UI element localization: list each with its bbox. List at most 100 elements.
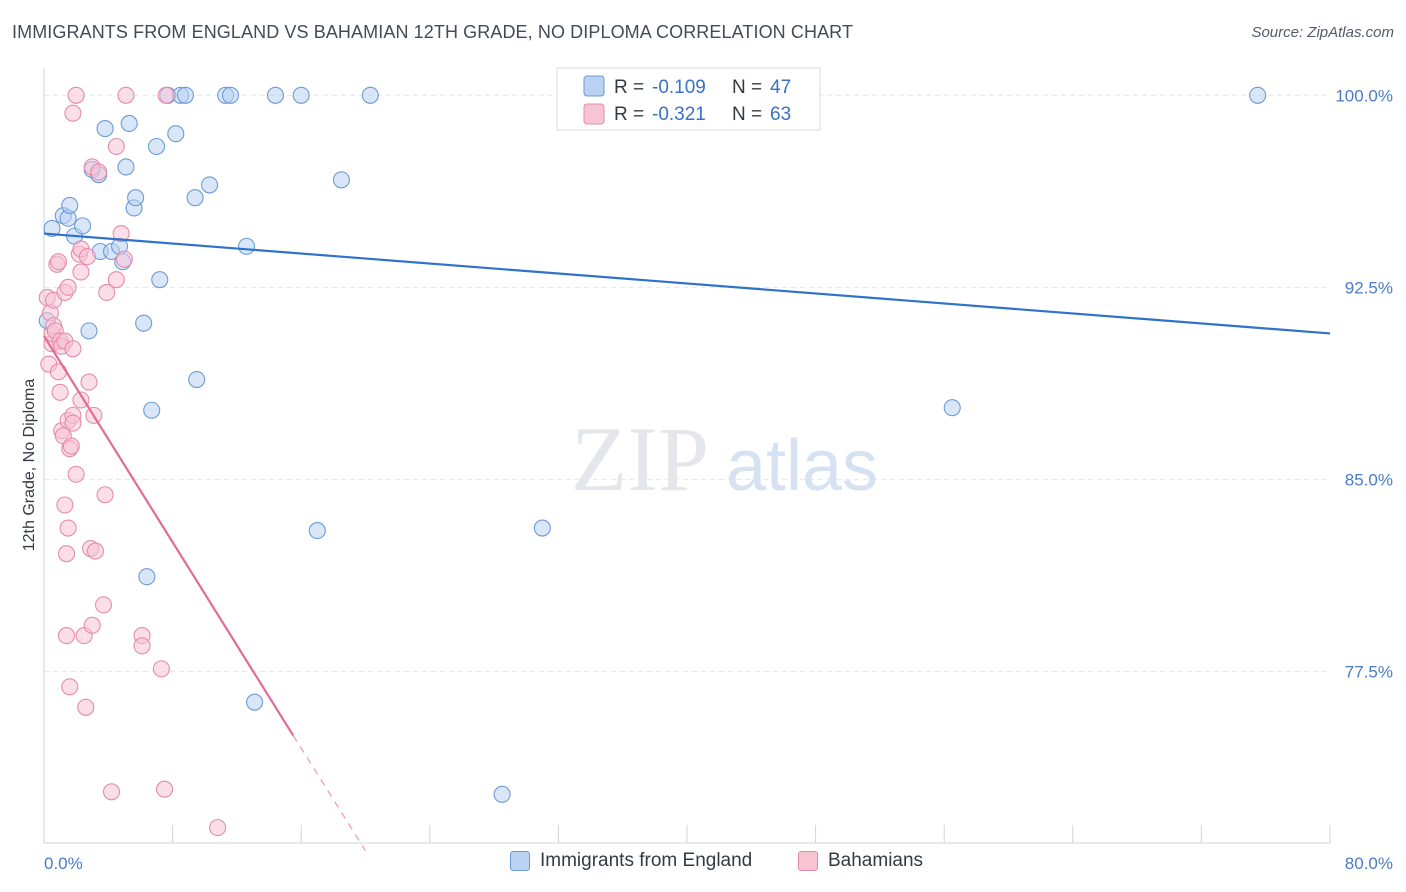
england-point-44 [1249, 86, 1267, 104]
england-point-35 [266, 86, 285, 104]
england-point-30 [201, 176, 219, 194]
england-point-23 [151, 271, 169, 289]
bahamians-point-30 [64, 340, 82, 358]
england-point-1 [43, 219, 61, 237]
england-point-36 [292, 86, 310, 104]
x-tick-labels: 0.0% 80.0% [44, 854, 1393, 873]
bahamians-point-57 [133, 637, 151, 655]
y-tick-label-0: 77.5% [1345, 662, 1393, 681]
legend-item-england: Immigrants from England [510, 850, 752, 872]
england-point-16 [120, 114, 138, 133]
bahamians-point-31 [67, 86, 85, 104]
bahamians-point-49 [98, 283, 116, 302]
bahamians-point-55 [117, 86, 135, 104]
legend-n-label-england: N = [732, 77, 762, 98]
bahamians-point-47 [94, 596, 113, 614]
trend-lines [43, 232, 1331, 852]
england-point-37 [308, 522, 326, 540]
england-point-18 [127, 189, 145, 207]
england-point-29 [188, 370, 206, 389]
y-tick-label-2: 92.5% [1345, 278, 1393, 297]
axes [43, 68, 1331, 844]
bahamians-point-32 [67, 465, 85, 483]
legend-r-label-bahamians: R = [614, 104, 644, 125]
bahamians-point-61 [209, 819, 227, 837]
bahamians-point-45 [86, 542, 104, 560]
bahamians-point-60 [157, 86, 175, 104]
scatter-points [38, 86, 1267, 837]
england-point-4 [61, 196, 79, 214]
legend-swatch-bahamians-bottom [798, 851, 818, 871]
bahamians-point-9 [49, 253, 68, 271]
x-tick-label-1: 80.0% [1345, 854, 1393, 873]
x-tick-label-0: 0.0% [44, 854, 83, 873]
england-point-11 [96, 120, 114, 138]
legend-swatch-bahamians [583, 103, 605, 125]
bahamians-point-18 [56, 496, 74, 514]
bahamians-trend-line [43, 335, 295, 737]
bahamians-point-59 [156, 780, 174, 798]
correlation-legend: R = -0.109 N = 47 R = -0.321 N = 63 [556, 67, 821, 131]
source-label: Source: ZipAtlas.com [1251, 24, 1394, 41]
bahamians-point-24 [61, 678, 79, 696]
bahamians-point-53 [112, 225, 130, 243]
legend-item-bahamians: Bahamians [798, 850, 923, 872]
bahamians-point-40 [80, 373, 98, 391]
bahamians-point-46 [90, 163, 108, 181]
y-axis-label: 12th Grade, No Diploma [21, 379, 38, 552]
legend-n-label-bahamians: N = [732, 104, 762, 125]
legend-label-england: Immigrants from England [540, 850, 753, 871]
bahamians-point-52 [107, 271, 125, 289]
bahamians-point-39 [78, 248, 96, 266]
england-point-34 [246, 693, 264, 711]
england-point-33 [237, 237, 256, 255]
england-point-32 [221, 86, 240, 104]
england-point-15 [117, 158, 135, 176]
watermark-atlas: atlas [726, 426, 878, 506]
legend-swatch-england-bottom [510, 851, 530, 871]
legend-label-bahamians: Bahamians [828, 850, 924, 871]
bahamians-point-29 [64, 414, 82, 432]
bahamians-point-23 [59, 519, 77, 537]
bahamians-point-26 [62, 437, 80, 455]
bahamians-point-51 [107, 137, 125, 156]
england-point-27 [176, 86, 195, 104]
legend-n-value-bahamians: 63 [770, 104, 791, 125]
england-point-21 [143, 401, 161, 419]
legend-r-label-england: R = [614, 77, 644, 98]
bahamians-point-54 [115, 250, 133, 268]
watermark: ZIP atlas [571, 408, 878, 510]
bahamians-point-27 [64, 104, 82, 122]
y-tick-label-1: 85.0% [1345, 470, 1393, 489]
y-tick-labels: 77.5% 85.0% 92.5% 100.0% [1335, 86, 1393, 681]
bahamians-point-19 [57, 545, 76, 563]
england-point-7 [80, 322, 98, 340]
legend-r-value-england: -0.109 [652, 77, 706, 98]
bahamians-point-36 [72, 391, 90, 409]
bahamians-point-11 [51, 383, 69, 401]
legend-swatch-england [583, 75, 605, 97]
england-point-43 [943, 399, 961, 417]
chart-title: IMMIGRANTS FROM ENGLAND VS BAHAMIAN 12TH… [12, 22, 854, 42]
bahamians-point-38 [77, 698, 95, 716]
england-point-28 [186, 189, 204, 207]
bahamians-point-20 [57, 627, 76, 645]
bahamians-trend-extension [292, 735, 367, 852]
bahamians-point-21 [59, 278, 77, 296]
watermark-zip: ZIP [571, 408, 709, 510]
bahamians-point-58 [152, 660, 170, 678]
england-point-25 [167, 125, 185, 143]
gridlines [44, 94, 1330, 672]
series-legend: Immigrants from England Bahamians [0, 850, 1406, 878]
england-point-6 [74, 217, 92, 235]
bahamians-point-48 [96, 486, 114, 504]
england-point-20 [138, 568, 156, 586]
england-point-19 [135, 314, 153, 332]
england-trend-line [43, 232, 1331, 335]
england-point-39 [361, 86, 379, 104]
bahamians-point-35 [72, 263, 90, 281]
england-point-22 [147, 137, 166, 156]
bahamians-point-50 [102, 783, 121, 801]
england-point-41 [533, 519, 551, 537]
